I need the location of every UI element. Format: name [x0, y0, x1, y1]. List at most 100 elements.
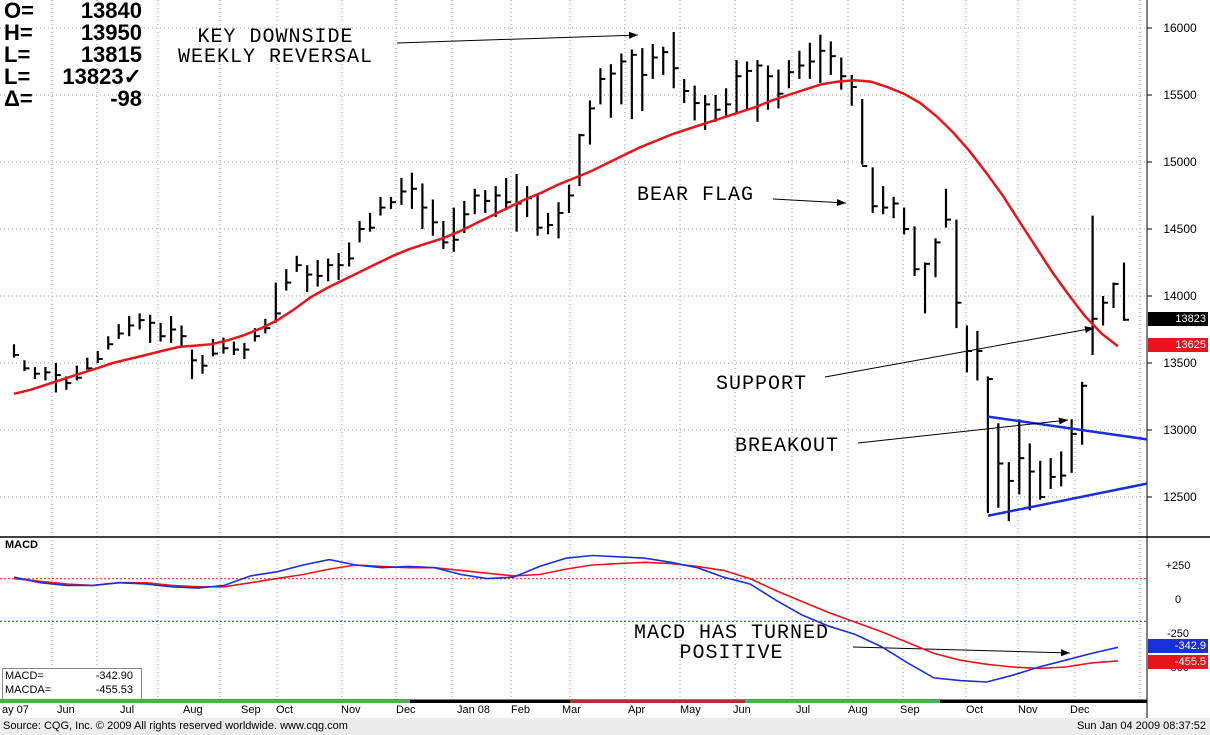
macd-tick-label: 0: [1175, 594, 1181, 606]
ohlc-bar: [159, 322, 166, 342]
ohlc-bar: [798, 50, 805, 79]
macd-readout-row: MACDA= -455.53: [3, 683, 141, 697]
ohlc-bar: [201, 354, 208, 374]
ohlc-bar: [389, 196, 396, 209]
ohlc-bar: [316, 259, 323, 287]
ohlc-bar: [473, 188, 480, 215]
quote-label: O=: [4, 0, 34, 23]
macd-tick-label: -250: [1167, 628, 1189, 640]
ohlc-bar: [923, 262, 931, 314]
ohlc-bar: [609, 64, 616, 118]
ohlc-bar: [840, 57, 847, 90]
moving-average: [13, 79, 1119, 396]
arrow-head: [836, 199, 846, 207]
quote-value: 13950: [80, 20, 142, 45]
ohlc-bar: [117, 324, 124, 339]
ohlc-bar: [1060, 451, 1067, 487]
last-price-tag: 13823: [1148, 312, 1208, 326]
ohlc-bar: [33, 367, 40, 380]
ohlc-bar: [75, 365, 82, 381]
quote-row: H= 13950: [4, 22, 142, 44]
arrow-head: [1084, 326, 1094, 334]
ohlc-bar: [452, 207, 459, 252]
arrow-head: [628, 31, 638, 39]
month-label: May: [680, 704, 701, 716]
arrow-head: [1060, 649, 1070, 657]
ohlc-bar: [997, 423, 1004, 508]
ohlc-bar: [107, 336, 114, 350]
ohlc-bar: [410, 172, 417, 209]
axis-labels: 12500 13000 13500 14000 14500 15000 15500 16000…: [1147, 21, 1197, 674]
ohlc-bar: [180, 325, 187, 347]
ohlc-bar: [1122, 262, 1129, 321]
month-label: Mar: [562, 704, 581, 716]
breakout-arrow: [857, 417, 1069, 444]
ohlc-bar: [693, 85, 700, 121]
ohlc-bar: [683, 78, 690, 104]
grid-lines: [0, 0, 1147, 700]
month-label: Feb: [511, 704, 530, 716]
month-label: Jul: [796, 704, 810, 716]
quote-label: L=: [4, 42, 31, 67]
ohlc-bar: [190, 349, 198, 380]
quote-value: 13823✓: [62, 64, 142, 89]
month-label: Dec: [396, 704, 416, 716]
ohlc-bar: [599, 68, 606, 105]
ohlc-bar: [662, 46, 669, 75]
ohlc-bar: [128, 316, 135, 337]
quote-box: O= 13840 H= 13950 L= 13815 L= 13823✓ Δ= -98: [4, 0, 142, 110]
ohlc-bar: [96, 350, 103, 363]
breakout-label: BREAKOUT: [735, 435, 840, 458]
ohlc-bar: [274, 282, 281, 323]
period-strip-segment: [940, 700, 1147, 703]
ohlc-bar: [54, 363, 61, 393]
price-tick-label: 14500: [1163, 222, 1197, 236]
ohlc-bar: [23, 360, 30, 372]
ohlc-bar: [368, 212, 376, 232]
ohlc-bar: [829, 41, 836, 75]
month-label: ay 07: [2, 704, 29, 716]
arrow-head: [1058, 417, 1068, 425]
ohlc-bar: [347, 242, 355, 267]
ohlc-bar: [745, 61, 753, 112]
ohlc-bar: [955, 219, 962, 329]
ohlc-bar: [567, 184, 574, 213]
ohlc-bar: [1112, 282, 1119, 309]
moving-average-line: [13, 79, 1119, 396]
ohlc-bar: [442, 220, 449, 250]
ohlc-bar: [913, 226, 920, 276]
arrow-line: [772, 198, 847, 204]
quote-value: -98: [110, 86, 142, 111]
macd-readout-label: MACD=: [5, 670, 44, 682]
ohlc-bar: [546, 212, 554, 235]
macd-value-tag: -342.9: [1148, 639, 1208, 653]
footer: Source: CQG, Inc. © 2009 All rights rese…: [0, 718, 1210, 735]
ohlc-bar: [484, 190, 491, 213]
ohlc-bar: [714, 95, 721, 122]
ohlc-bar: [641, 48, 648, 112]
month-strip: ay 07 Jun Jul Aug Sep Oct Nov Dec Jan 08 Feb Mar Ap…: [0, 700, 1147, 716]
price-tick-label: 14000: [1163, 289, 1197, 303]
price-tick-label: 15500: [1163, 88, 1197, 102]
arrow-line: [824, 327, 1095, 378]
ohlc-bar: [232, 341, 239, 355]
month-label: Jan 08: [457, 704, 490, 716]
price-tick-label: 13500: [1163, 356, 1197, 370]
month-label: Aug: [848, 704, 868, 716]
ma-price-tag: 13625: [1148, 338, 1208, 352]
ohlc-bar: [902, 207, 910, 235]
ohlc-bar: [421, 183, 428, 229]
macd-title: MACD: [5, 539, 38, 551]
ohlc-bar: [138, 313, 145, 330]
month-label: Oct: [276, 704, 293, 716]
macd-readout-row: MACD= -342.90: [3, 669, 141, 683]
month-label: Aug: [183, 704, 203, 716]
bear-flag-arrow: [772, 198, 847, 207]
macda-line: [13, 561, 1119, 670]
ohlc-bar: [12, 344, 19, 358]
macd-tick-label: +250: [1166, 560, 1191, 572]
lower-trendline: [987, 482, 1148, 517]
ohlc-bar: [379, 196, 386, 216]
quote-value: 13840: [80, 0, 142, 23]
key-reversal-arrow: [396, 31, 639, 44]
